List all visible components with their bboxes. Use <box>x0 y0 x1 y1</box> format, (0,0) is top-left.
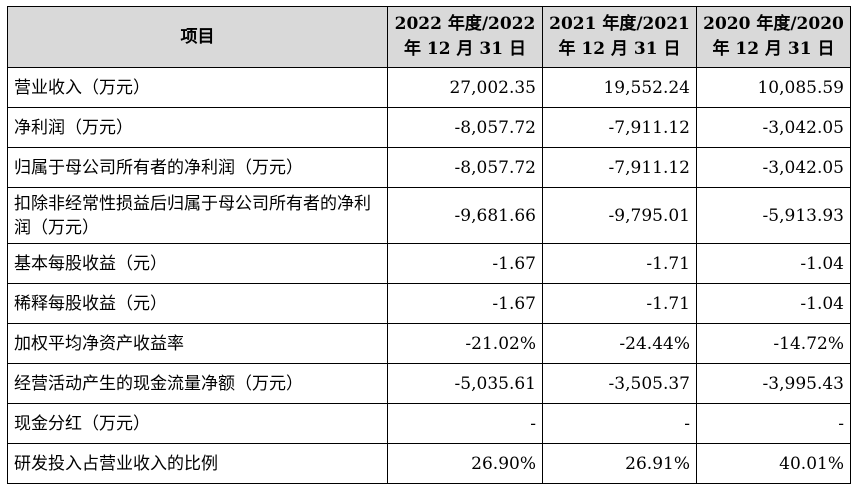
value-2021: 19,552.24 <box>542 67 697 108</box>
value-2022: -1.67 <box>387 283 543 324</box>
value-2022: -9,681.66 <box>387 187 543 244</box>
value-2022: -5,035.61 <box>387 363 543 404</box>
row-label: 经营活动产生的现金流量净额（万元） <box>7 363 388 404</box>
table-row: 营业收入（万元） 27,002.35 19,552.24 10,085.59 <box>7 67 851 108</box>
value-2020: -1.04 <box>696 283 851 324</box>
row-label: 加权平均净资产收益率 <box>7 323 388 364</box>
row-label: 现金分红（万元） <box>7 403 388 444</box>
header-2020-line1: 2020 年度/2020 <box>703 14 844 34</box>
value-2021: -3,505.37 <box>542 363 697 404</box>
table-row: 研发投入占营业收入的比例 26.90% 26.91% 40.01% <box>7 443 851 484</box>
value-2021: - <box>542 403 697 444</box>
value-2020: 10,085.59 <box>696 67 851 108</box>
value-2020: - <box>696 403 851 444</box>
row-label: 稀释每股收益（元） <box>7 283 388 324</box>
header-2022-line2: 年 12 月 31 日 <box>404 39 526 59</box>
header-item: 项目 <box>7 6 388 68</box>
value-2021: -1.71 <box>542 243 697 284</box>
value-2022: -8,057.72 <box>387 107 543 148</box>
header-2021-line1: 2021 年度/2021 <box>549 14 690 34</box>
row-label: 研发投入占营业收入的比例 <box>7 443 388 484</box>
table-row: 加权平均净资产收益率 -21.02% -24.44% -14.72% <box>7 323 851 364</box>
row-label: 归属于母公司所有者的净利润（万元） <box>7 147 388 188</box>
value-2022: -1.67 <box>387 243 543 284</box>
value-2021: -1.71 <box>542 283 697 324</box>
header-row: 项目 2022 年度/2022 年 12 月 31 日 2021 年度/2021… <box>7 6 851 68</box>
row-label: 净利润（万元） <box>7 107 388 148</box>
value-2020: -3,995.43 <box>696 363 851 404</box>
financial-table: 项目 2022 年度/2022 年 12 月 31 日 2021 年度/2021… <box>7 6 851 484</box>
value-2021: -9,795.01 <box>542 187 697 244</box>
value-2022: 27,002.35 <box>387 67 543 108</box>
value-2022: -21.02% <box>387 323 543 364</box>
value-2022: 26.90% <box>387 443 543 484</box>
value-2021: -7,911.12 <box>542 107 697 148</box>
value-2021: -7,911.12 <box>542 147 697 188</box>
table-row: 净利润（万元） -8,057.72 -7,911.12 -3,042.05 <box>7 107 851 148</box>
value-2021: -24.44% <box>542 323 697 364</box>
value-2020: -3,042.05 <box>696 107 851 148</box>
header-2021: 2021 年度/2021 年 12 月 31 日 <box>542 6 697 68</box>
table-row: 经营活动产生的现金流量净额（万元） -5,035.61 -3,505.37 -3… <box>7 363 851 404</box>
row-label: 扣除非经常性损益后归属于母公司所有者的净利润（万元） <box>7 187 388 244</box>
value-2020: -14.72% <box>696 323 851 364</box>
header-2020-line2: 年 12 月 31 日 <box>712 39 835 59</box>
value-2022: -8,057.72 <box>387 147 543 188</box>
header-2022-line1: 2022 年度/2022 <box>394 14 536 34</box>
table-row: 基本每股收益（元） -1.67 -1.71 -1.04 <box>7 243 851 284</box>
value-2020: -3,042.05 <box>696 147 851 188</box>
row-label: 营业收入（万元） <box>7 67 388 108</box>
value-2022: - <box>387 403 543 444</box>
table-row: 现金分红（万元） - - - <box>7 403 851 444</box>
table-row: 归属于母公司所有者的净利润（万元） -8,057.72 -7,911.12 -3… <box>7 147 851 188</box>
table-row: 稀释每股收益（元） -1.67 -1.71 -1.04 <box>7 283 851 324</box>
header-2021-line2: 年 12 月 31 日 <box>558 39 681 59</box>
row-label: 基本每股收益（元） <box>7 243 388 284</box>
value-2021: 26.91% <box>542 443 697 484</box>
value-2020: -1.04 <box>696 243 851 284</box>
header-2020: 2020 年度/2020 年 12 月 31 日 <box>696 6 851 68</box>
header-2022: 2022 年度/2022 年 12 月 31 日 <box>387 6 543 68</box>
value-2020: 40.01% <box>696 443 851 484</box>
value-2020: -5,913.93 <box>696 187 851 244</box>
table-row: 扣除非经常性损益后归属于母公司所有者的净利润（万元） -9,681.66 -9,… <box>7 187 851 244</box>
